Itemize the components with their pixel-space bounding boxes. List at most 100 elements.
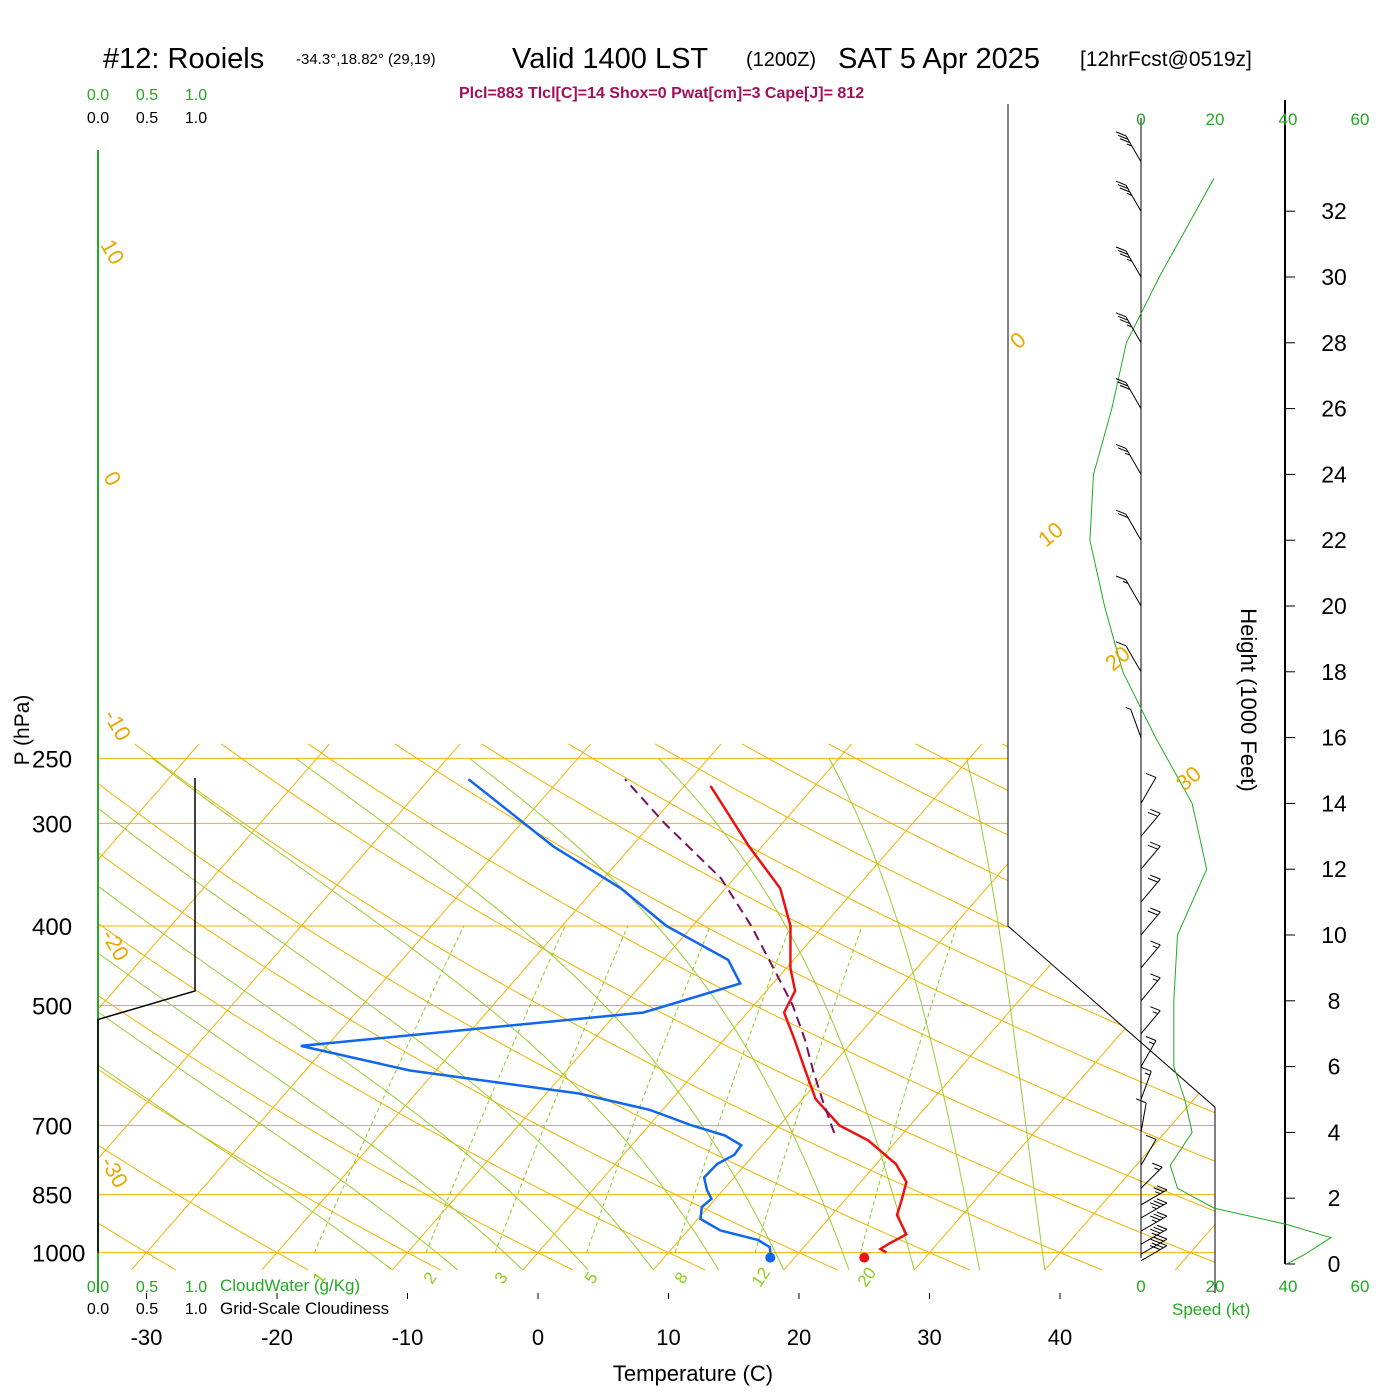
wind-barb-staff bbox=[1130, 709, 1142, 738]
cloudiness-tick-label-top: 1.0 bbox=[185, 110, 207, 127]
isotherm-line bbox=[130, 743, 591, 1271]
wind-barb-staff bbox=[1125, 579, 1142, 607]
height-tick-label: 8 bbox=[1328, 988, 1341, 1014]
title-main: #12: Rooiels bbox=[103, 43, 264, 75]
speed-tick-label-top: 60 bbox=[1351, 110, 1370, 129]
cloudwater-tick-label-top: 1.0 bbox=[185, 87, 207, 104]
dry-adiabat-line bbox=[741, 743, 1215, 1271]
dry-adiabat-line bbox=[1349, 744, 1400, 1270]
wind-barb-flag bbox=[1115, 443, 1127, 449]
wind-barb-staff bbox=[1140, 777, 1157, 804]
height-tick-label: 30 bbox=[1321, 264, 1347, 290]
wind-barb-flag bbox=[1150, 841, 1161, 847]
wind-barb-flag bbox=[1119, 319, 1131, 325]
speed-tick-label-bottom: 40 bbox=[1279, 1277, 1298, 1296]
wind-barb-half bbox=[1151, 1206, 1158, 1210]
wind-barb-staff bbox=[1140, 878, 1161, 903]
wind-speed-line bbox=[1089, 178, 1332, 1265]
wind-barb-flag bbox=[1136, 1098, 1147, 1104]
x-tick-label: 20 bbox=[787, 1325, 811, 1350]
wind-barb-flag bbox=[1117, 513, 1129, 519]
pressure-tick-label: 1000 bbox=[32, 1241, 85, 1268]
wind-barb-flag bbox=[1147, 910, 1158, 916]
mixing-ratio-label: 20 bbox=[854, 1264, 880, 1290]
title-zulu: (1200Z) bbox=[746, 49, 816, 71]
wind-barb-half bbox=[1126, 143, 1133, 147]
wind-barb-flag bbox=[1150, 808, 1161, 814]
surface-temp-dot bbox=[859, 1252, 870, 1263]
mixing-ratio-line bbox=[586, 925, 711, 1253]
cloudwater-tick-label-top: 0.0 bbox=[87, 87, 109, 104]
wind-barb-staff bbox=[1140, 977, 1161, 1002]
wind-barb-flag bbox=[1117, 249, 1129, 255]
wind-barb-flag bbox=[1141, 1066, 1152, 1072]
moist-adiabat-line bbox=[966, 758, 1046, 1271]
cloudwater-label: CloudWater (g/Kg) bbox=[220, 1276, 360, 1295]
wind-barb-half bbox=[1148, 1041, 1155, 1045]
title-valid: Valid 1400 LST bbox=[512, 43, 708, 75]
mixing-ratio-label: 2 bbox=[420, 1269, 441, 1288]
wind-barb-staff bbox=[1125, 316, 1142, 344]
height-tick-label: 12 bbox=[1321, 856, 1347, 882]
wind-barb-half bbox=[1126, 192, 1133, 196]
wind-barb-staff bbox=[1125, 448, 1142, 475]
x-tick-label: -30 bbox=[131, 1325, 163, 1350]
height-tick-label: 16 bbox=[1321, 725, 1347, 751]
wind-barb-staff bbox=[1140, 1202, 1168, 1219]
dry-adiabat-label: 0 bbox=[1005, 327, 1030, 354]
x-tick-label: 10 bbox=[656, 1325, 680, 1350]
dry-adiabat-line bbox=[654, 743, 1215, 1271]
wind-barb-flag bbox=[1115, 378, 1127, 384]
wind-barb-flag bbox=[1115, 312, 1127, 318]
wind-barb-flag bbox=[1150, 1238, 1161, 1244]
speed-axis-label: Speed (kt) bbox=[1172, 1300, 1250, 1319]
isotherm-line bbox=[522, 743, 983, 1271]
height-tick-label: 20 bbox=[1321, 593, 1347, 619]
wind-barb-staff bbox=[1140, 1040, 1157, 1067]
chart-text: #12: Rooiels -34.3°,18.82° (29,19) Valid… bbox=[11, 43, 1369, 1386]
wind-barb-staff bbox=[1140, 1102, 1147, 1133]
wind-barb-flag bbox=[1145, 772, 1157, 778]
parcel-profile-line bbox=[624, 778, 836, 1134]
wind-barb-flag bbox=[1147, 844, 1158, 850]
wind-barb-flag bbox=[1153, 1200, 1164, 1206]
wind-barb-flag bbox=[1147, 811, 1158, 817]
wind-barb-flag bbox=[1119, 253, 1131, 259]
isotherm-line bbox=[1306, 744, 1400, 1270]
wind-barb-flag bbox=[1152, 1162, 1163, 1168]
cloudiness-tick-label-bottom: 0.5 bbox=[136, 1301, 158, 1318]
wind-barb-flag bbox=[1150, 907, 1161, 913]
isotherm-line bbox=[913, 743, 1215, 1271]
cloudwater-tick-label-top: 0.5 bbox=[136, 87, 158, 104]
moist-adiabat-line bbox=[98, 758, 524, 1271]
dry-adiabat-line bbox=[98, 743, 971, 1271]
cloudiness-tick-label-top: 0.5 bbox=[136, 110, 158, 127]
wind-barb-flag bbox=[1156, 1234, 1168, 1240]
wind-barb-half bbox=[1151, 1242, 1158, 1246]
dry-adiabat-line bbox=[98, 743, 177, 1271]
wind-barb-half bbox=[1152, 1011, 1158, 1015]
wind-barb-flag bbox=[1145, 1134, 1157, 1140]
isotherm-line bbox=[1044, 743, 1215, 1271]
dry-adiabat-line bbox=[1175, 743, 1215, 1271]
dry-adiabat-label: 10 bbox=[1033, 517, 1068, 552]
speed-tick-label-top: 40 bbox=[1279, 110, 1298, 129]
wind-barb-flag bbox=[1117, 381, 1129, 387]
cloudiness-tick-label-top: 0.0 bbox=[87, 110, 109, 127]
wind-barb-flag bbox=[1150, 1215, 1161, 1221]
isotherm-line bbox=[98, 743, 461, 1271]
wind-barb-flag bbox=[1150, 874, 1161, 880]
wind-barb-half bbox=[1151, 1232, 1158, 1236]
wind-panel bbox=[1089, 100, 1332, 1265]
dry-adiabat-line bbox=[221, 743, 1215, 1271]
dry-adiabat-line bbox=[98, 743, 441, 1271]
moist-adiabat-line bbox=[828, 758, 981, 1271]
wind-barb-staff bbox=[1140, 1010, 1161, 1035]
moist-adiabat-line bbox=[469, 758, 850, 1271]
wind-barb-flag bbox=[1150, 1228, 1161, 1234]
wind-barb-half bbox=[1124, 452, 1131, 456]
dry-adiabat-line bbox=[98, 743, 838, 1271]
wind-barb-flag bbox=[1145, 1036, 1157, 1042]
wind-barb-half bbox=[1122, 580, 1129, 584]
pressure-tick-label: 850 bbox=[32, 1183, 72, 1210]
